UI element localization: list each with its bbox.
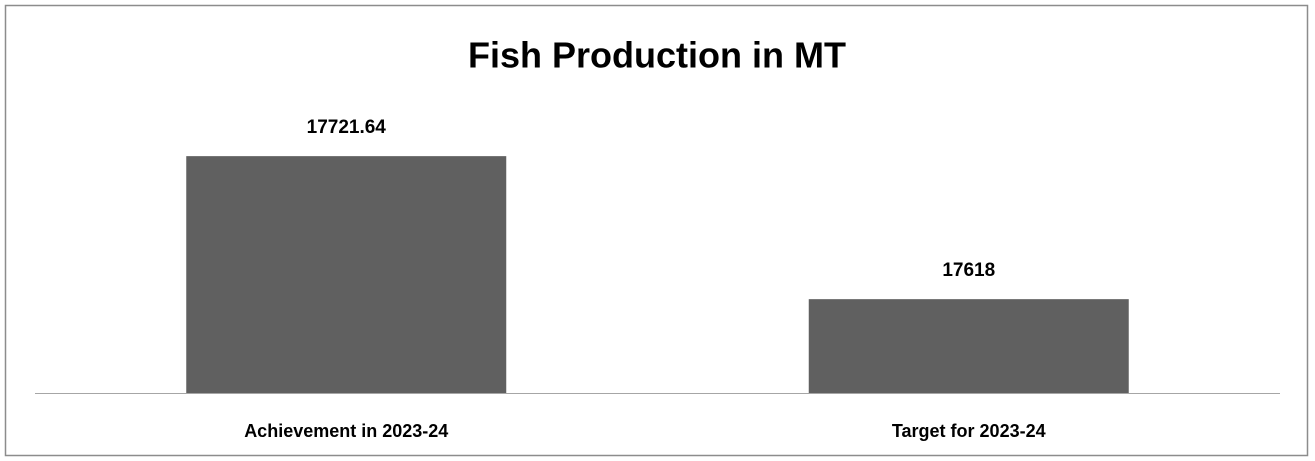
data-label: 17721.64: [307, 117, 387, 138]
x-tick-label: Achievement in 2023-24: [244, 421, 448, 441]
chart-title: Fish Production in MT: [468, 35, 846, 76]
bar: [808, 299, 1129, 393]
bar: [186, 156, 507, 393]
data-label: 17618: [942, 260, 995, 281]
x-tick-label: Target for 2023-24: [892, 421, 1046, 441]
